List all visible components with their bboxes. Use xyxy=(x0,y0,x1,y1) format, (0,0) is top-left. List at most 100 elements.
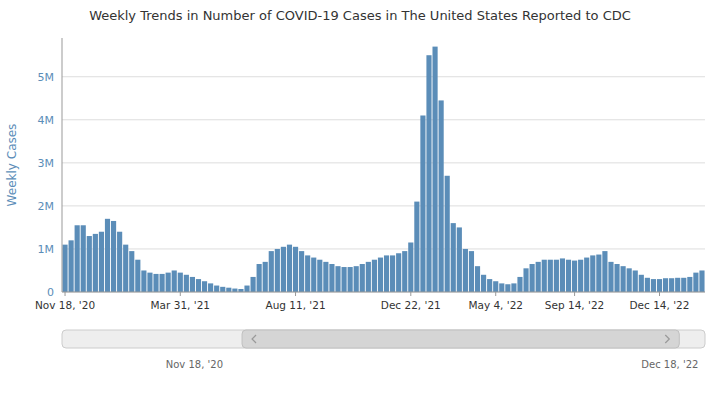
bar xyxy=(578,260,583,292)
bar xyxy=(530,264,535,292)
bar xyxy=(348,267,353,292)
x-tick xyxy=(574,292,575,296)
bar xyxy=(511,283,516,292)
bar xyxy=(669,278,674,292)
bar xyxy=(135,260,140,292)
bar xyxy=(657,279,662,292)
bars xyxy=(62,47,704,292)
x-tick xyxy=(410,292,411,296)
bar xyxy=(62,245,67,292)
bar xyxy=(614,264,619,292)
bar xyxy=(499,283,504,292)
bar xyxy=(87,236,92,292)
bar xyxy=(481,275,486,292)
bar xyxy=(554,260,559,292)
scrollbar-thumb xyxy=(242,330,679,348)
bar xyxy=(663,278,668,292)
x-tick-label: May 4, '22 xyxy=(468,299,523,311)
x-tick-label: Sep 14, '22 xyxy=(545,299,604,311)
bar xyxy=(414,202,419,292)
y-tick-label: 1M xyxy=(38,243,55,256)
bar xyxy=(214,286,219,292)
y-tick-label: 0 xyxy=(47,286,54,299)
x-tick xyxy=(495,292,496,296)
bar xyxy=(226,288,231,292)
bar xyxy=(196,279,201,292)
bar xyxy=(232,289,237,292)
bar xyxy=(693,273,698,292)
bar xyxy=(99,232,104,292)
bar xyxy=(269,251,274,292)
bar xyxy=(651,279,656,292)
bar xyxy=(639,275,644,292)
bar xyxy=(263,262,268,292)
bar xyxy=(117,232,122,292)
bar xyxy=(390,255,395,292)
bar xyxy=(341,267,346,292)
bar xyxy=(548,260,553,292)
chart: Weekly Trends in Number of COVID-19 Case… xyxy=(0,0,720,415)
scrollbar xyxy=(62,330,705,348)
grid-line xyxy=(62,162,705,163)
bar xyxy=(687,277,692,292)
grid-line xyxy=(62,248,705,249)
bar xyxy=(335,266,340,292)
bar xyxy=(141,270,146,292)
bar xyxy=(536,262,541,292)
bar xyxy=(323,262,328,292)
bar xyxy=(426,55,431,292)
bar xyxy=(372,260,377,292)
bar xyxy=(621,266,626,292)
bar xyxy=(208,283,213,292)
y-tick-label: 3M xyxy=(38,157,55,170)
bar xyxy=(596,255,601,292)
bar xyxy=(699,270,704,292)
bar xyxy=(329,264,334,292)
bar xyxy=(681,278,686,292)
bar xyxy=(439,100,444,292)
bar xyxy=(523,268,528,292)
x-tick xyxy=(180,292,181,296)
bar xyxy=(627,268,632,292)
bar xyxy=(633,270,638,292)
bar xyxy=(75,225,80,292)
bar xyxy=(378,258,383,292)
bar xyxy=(517,277,522,292)
bar xyxy=(584,258,589,292)
bar xyxy=(408,242,413,292)
bar xyxy=(251,277,256,292)
y-tick-label: 4M xyxy=(38,114,55,127)
x-tick-label: Aug 11, '21 xyxy=(265,299,325,311)
bar xyxy=(190,277,195,292)
bar xyxy=(475,266,480,292)
bar xyxy=(354,266,359,292)
bar xyxy=(602,251,607,292)
y-grid xyxy=(62,77,705,292)
scrollbar-track xyxy=(62,330,705,348)
bar xyxy=(257,264,262,292)
title: Weekly Trends in Number of COVID-19 Case… xyxy=(89,8,631,23)
bar xyxy=(542,260,547,292)
bar xyxy=(220,287,225,292)
bar xyxy=(172,270,177,292)
bar xyxy=(153,274,158,292)
bar xyxy=(420,115,425,292)
bar xyxy=(123,245,128,292)
bar xyxy=(675,278,680,292)
bar xyxy=(572,261,577,292)
bar xyxy=(487,279,492,292)
bar xyxy=(432,47,437,292)
bar xyxy=(184,275,189,292)
scrollbar-arrow-right xyxy=(665,335,669,343)
bar xyxy=(293,247,298,292)
grid-line xyxy=(62,292,705,293)
bar xyxy=(81,225,86,292)
bar xyxy=(590,255,595,292)
y-tick-label: 2M xyxy=(38,200,55,213)
bar xyxy=(299,251,304,292)
bar xyxy=(505,284,510,292)
y-axis-line xyxy=(62,38,63,292)
bar xyxy=(275,249,280,292)
bar xyxy=(287,245,292,292)
bar xyxy=(317,260,322,292)
